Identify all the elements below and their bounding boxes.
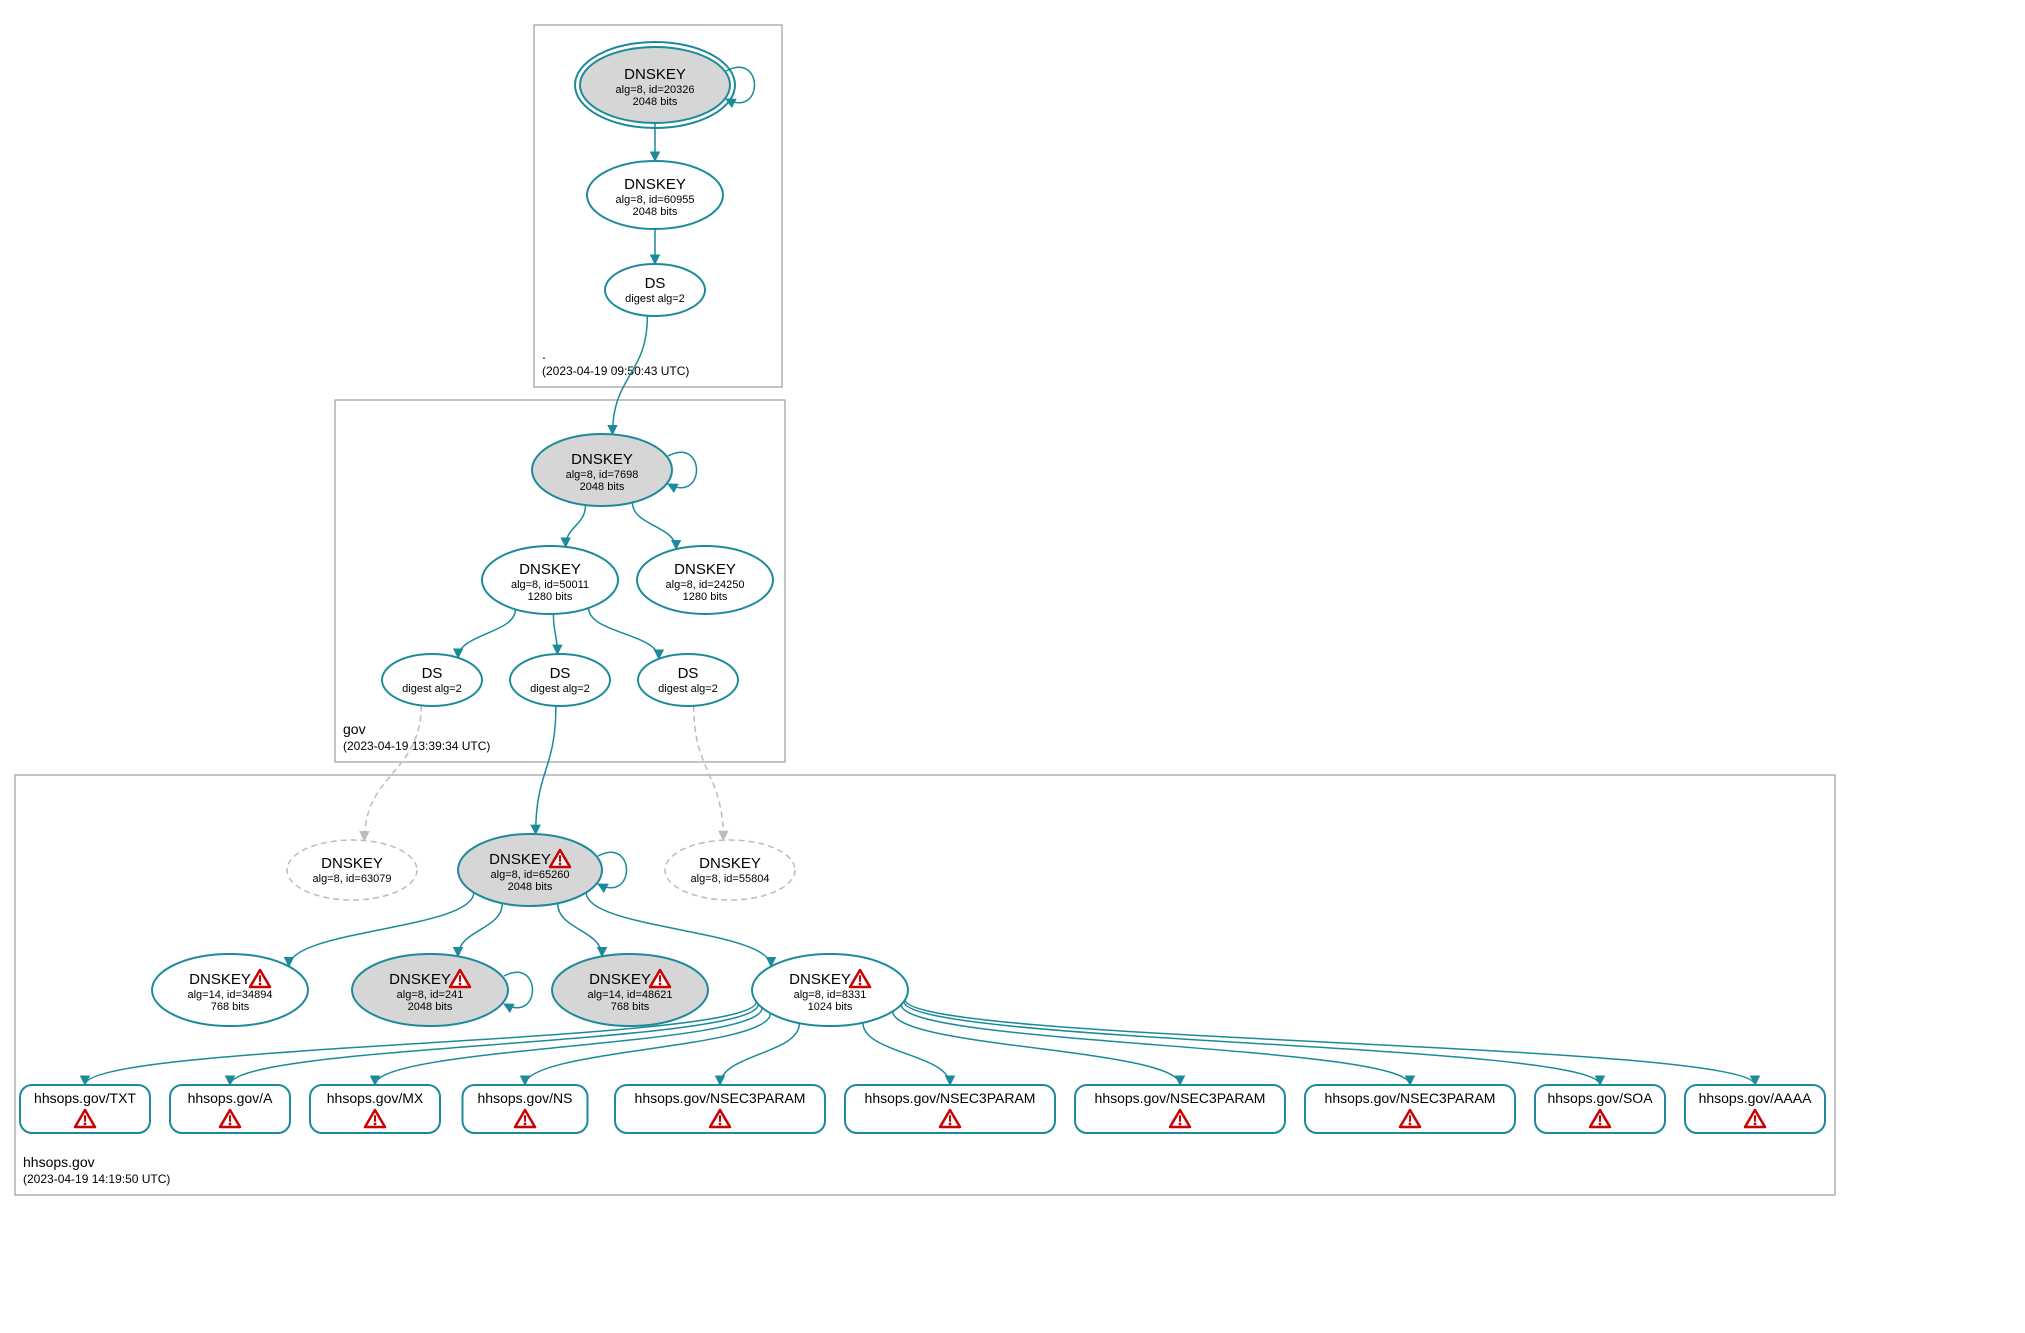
svg-text:alg=8, id=55804: alg=8, id=55804 bbox=[691, 873, 770, 885]
node-hh_k2: DNSKEYalg=8, id=2412048 bits bbox=[352, 954, 533, 1026]
svg-text:hhsops.gov/NS: hhsops.gov/NS bbox=[478, 1090, 573, 1106]
svg-text:alg=8, id=50011: alg=8, id=50011 bbox=[511, 579, 589, 591]
node-hh_k1: DNSKEYalg=14, id=34894768 bits bbox=[152, 954, 308, 1026]
svg-text:2048 bits: 2048 bits bbox=[633, 206, 678, 218]
record-r_soa: hhsops.gov/SOA bbox=[1535, 1085, 1665, 1133]
svg-text:hhsops.gov/MX: hhsops.gov/MX bbox=[327, 1090, 424, 1106]
svg-text:DS: DS bbox=[678, 665, 699, 682]
svg-text:hhsops.gov/NSEC3PARAM: hhsops.gov/NSEC3PARAM bbox=[635, 1090, 806, 1106]
svg-text:.: . bbox=[542, 346, 546, 362]
svg-text:2048 bits: 2048 bits bbox=[508, 881, 553, 893]
svg-text:hhsops.gov/A: hhsops.gov/A bbox=[188, 1090, 273, 1106]
svg-text:hhsops.gov/NSEC3PARAM: hhsops.gov/NSEC3PARAM bbox=[1325, 1090, 1496, 1106]
dnssec-diagram: . (2023-04-19 09:50:43 UTC) gov (2023-04-19… bbox=[0, 0, 2025, 1333]
svg-text:alg=14, id=34894: alg=14, id=34894 bbox=[187, 989, 272, 1001]
svg-text:2048 bits: 2048 bits bbox=[408, 1001, 453, 1013]
svg-text:DS: DS bbox=[645, 275, 666, 292]
svg-text:alg=8, id=7698: alg=8, id=7698 bbox=[566, 469, 639, 481]
node-gov_ds1: DSdigest alg=2 bbox=[382, 654, 482, 706]
node-gov_ds3: DSdigest alg=2 bbox=[638, 654, 738, 706]
svg-text:1280 bits: 1280 bits bbox=[683, 591, 728, 603]
node-root_zsk: DNSKEYalg=8, id=609552048 bits bbox=[587, 161, 723, 229]
svg-text:DNSKEY: DNSKEY bbox=[699, 855, 761, 872]
svg-text:DNSKEY: DNSKEY bbox=[789, 971, 851, 988]
svg-text:DNSKEY: DNSKEY bbox=[624, 176, 686, 193]
record-r_n3d: hhsops.gov/NSEC3PARAM bbox=[1305, 1085, 1515, 1133]
svg-text:alg=8, id=20326: alg=8, id=20326 bbox=[616, 84, 695, 96]
node-hh_ksk: DNSKEYalg=8, id=652602048 bits bbox=[458, 834, 627, 906]
node-gov_ds2: DSdigest alg=2 bbox=[510, 654, 610, 706]
record-r_a: hhsops.gov/A bbox=[170, 1085, 290, 1133]
svg-text:hhsops.gov/NSEC3PARAM: hhsops.gov/NSEC3PARAM bbox=[1095, 1090, 1266, 1106]
svg-text:alg=8, id=65260: alg=8, id=65260 bbox=[491, 869, 570, 881]
svg-text:alg=8, id=8331: alg=8, id=8331 bbox=[794, 989, 867, 1001]
svg-text:(2023-04-19 14:19:50 UTC): (2023-04-19 14:19:50 UTC) bbox=[23, 1172, 170, 1186]
svg-text:1280 bits: 1280 bits bbox=[528, 591, 573, 603]
svg-text:DNSKEY: DNSKEY bbox=[519, 561, 581, 578]
svg-text:alg=8, id=60955: alg=8, id=60955 bbox=[616, 194, 695, 206]
svg-text:hhsops.gov/SOA: hhsops.gov/SOA bbox=[1547, 1090, 1653, 1106]
node-hh_ghost1: DNSKEYalg=8, id=63079 bbox=[287, 840, 417, 900]
svg-text:DNSKEY: DNSKEY bbox=[589, 971, 651, 988]
svg-text:digest alg=2: digest alg=2 bbox=[658, 683, 718, 695]
svg-text:digest alg=2: digest alg=2 bbox=[625, 293, 685, 305]
record-r_txt: hhsops.gov/TXT bbox=[20, 1085, 150, 1133]
svg-text:(2023-04-19 09:50:43 UTC): (2023-04-19 09:50:43 UTC) bbox=[542, 364, 689, 378]
svg-text:DNSKEY: DNSKEY bbox=[489, 851, 551, 868]
svg-text:hhsops.gov/TXT: hhsops.gov/TXT bbox=[34, 1090, 136, 1106]
record-r_n3b: hhsops.gov/NSEC3PARAM bbox=[845, 1085, 1055, 1133]
node-hh_k3: DNSKEYalg=14, id=48621768 bits bbox=[552, 954, 708, 1026]
svg-text:hhsops.gov/NSEC3PARAM: hhsops.gov/NSEC3PARAM bbox=[865, 1090, 1036, 1106]
svg-text:768 bits: 768 bits bbox=[611, 1001, 650, 1013]
node-hh_k4: DNSKEYalg=8, id=83311024 bits bbox=[752, 954, 908, 1026]
svg-text:alg=8, id=24250: alg=8, id=24250 bbox=[666, 579, 745, 591]
record-r_n3c: hhsops.gov/NSEC3PARAM bbox=[1075, 1085, 1285, 1133]
svg-text:digest alg=2: digest alg=2 bbox=[402, 683, 462, 695]
svg-text:DS: DS bbox=[550, 665, 571, 682]
node-hh_ghost2: DNSKEYalg=8, id=55804 bbox=[665, 840, 795, 900]
record-r_mx: hhsops.gov/MX bbox=[310, 1085, 440, 1133]
svg-text:DNSKEY: DNSKEY bbox=[321, 855, 383, 872]
svg-text:DNSKEY: DNSKEY bbox=[189, 971, 251, 988]
svg-text:gov: gov bbox=[343, 721, 366, 737]
record-r_ns: hhsops.gov/NS bbox=[463, 1085, 588, 1133]
node-gov_zsk1: DNSKEYalg=8, id=500111280 bits bbox=[482, 546, 618, 614]
node-gov_ksk: DNSKEYalg=8, id=76982048 bits bbox=[532, 434, 697, 506]
svg-text:DNSKEY: DNSKEY bbox=[571, 451, 633, 468]
svg-text:hhsops.gov: hhsops.gov bbox=[23, 1154, 95, 1170]
svg-text:hhsops.gov/AAAA: hhsops.gov/AAAA bbox=[1699, 1090, 1813, 1106]
svg-text:1024 bits: 1024 bits bbox=[808, 1001, 853, 1013]
svg-text:DS: DS bbox=[422, 665, 443, 682]
node-root_ksk: DNSKEYalg=8, id=203262048 bits bbox=[575, 42, 755, 128]
svg-text:alg=14, id=48621: alg=14, id=48621 bbox=[587, 989, 672, 1001]
record-r_aaaa: hhsops.gov/AAAA bbox=[1685, 1085, 1825, 1133]
svg-text:alg=8, id=241: alg=8, id=241 bbox=[397, 989, 464, 1001]
svg-text:alg=8, id=63079: alg=8, id=63079 bbox=[313, 873, 392, 885]
svg-text:(2023-04-19 13:39:34 UTC): (2023-04-19 13:39:34 UTC) bbox=[343, 739, 490, 753]
svg-text:2048 bits: 2048 bits bbox=[633, 96, 678, 108]
record-r_n3a: hhsops.gov/NSEC3PARAM bbox=[615, 1085, 825, 1133]
svg-text:digest alg=2: digest alg=2 bbox=[530, 683, 590, 695]
node-gov_zsk2: DNSKEYalg=8, id=242501280 bits bbox=[637, 546, 773, 614]
node-root_ds: DSdigest alg=2 bbox=[605, 264, 705, 316]
svg-text:DNSKEY: DNSKEY bbox=[624, 66, 686, 83]
svg-text:768 bits: 768 bits bbox=[211, 1001, 250, 1013]
svg-text:2048 bits: 2048 bits bbox=[580, 481, 625, 493]
svg-text:DNSKEY: DNSKEY bbox=[389, 971, 451, 988]
svg-text:DNSKEY: DNSKEY bbox=[674, 561, 736, 578]
